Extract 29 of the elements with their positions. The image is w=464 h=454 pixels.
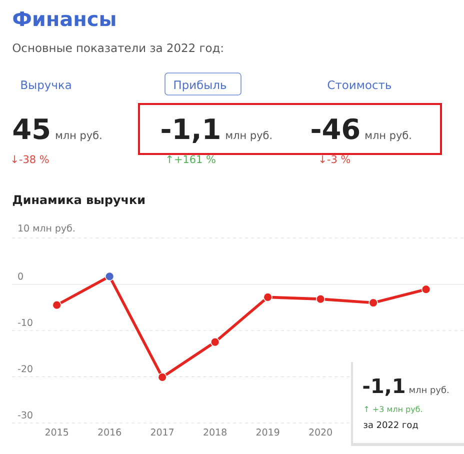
text: Финансы (13, 11, 116, 26)
y-tick-label: 10 млн руб. (18, 224, 74, 234)
x-tick-label: 2017 (150, 428, 174, 436)
x-tick-label: 2020 (309, 428, 332, 436)
y-tick-label: -20 (18, 365, 32, 372)
y-tick-label: -30 (18, 411, 32, 418)
text: -46 (312, 118, 360, 140)
annotation: -1,1 (363, 378, 404, 396)
text: ↑+161 % (167, 155, 216, 164)
y-tick-label: 0 (18, 272, 23, 280)
annotation: за 2022 год (364, 421, 418, 430)
y-tick-label: -10 (18, 318, 32, 326)
text: Выручка (21, 80, 71, 92)
text: ↓-3 % (320, 155, 350, 164)
text: млн руб. (226, 130, 272, 142)
text: Основные показатели за 2022 год: (12, 44, 223, 54)
x-tick-label: 2016 (98, 428, 122, 436)
x-tick-label: 2015 (45, 428, 68, 436)
x-tick-label: 2019 (256, 428, 280, 436)
annotation: млн руб. (410, 386, 448, 395)
x-tick-label: 2018 (204, 428, 226, 436)
chart-title: Динамика выручки (12, 195, 144, 207)
text: млн руб. (366, 130, 411, 142)
text: 45 (13, 118, 50, 140)
text: Прибыль (174, 80, 226, 92)
text: Стоимость (328, 80, 392, 90)
text: млн руб. (56, 130, 102, 142)
text: ↓-38 % (12, 155, 49, 164)
text: -1,1 (162, 118, 220, 143)
